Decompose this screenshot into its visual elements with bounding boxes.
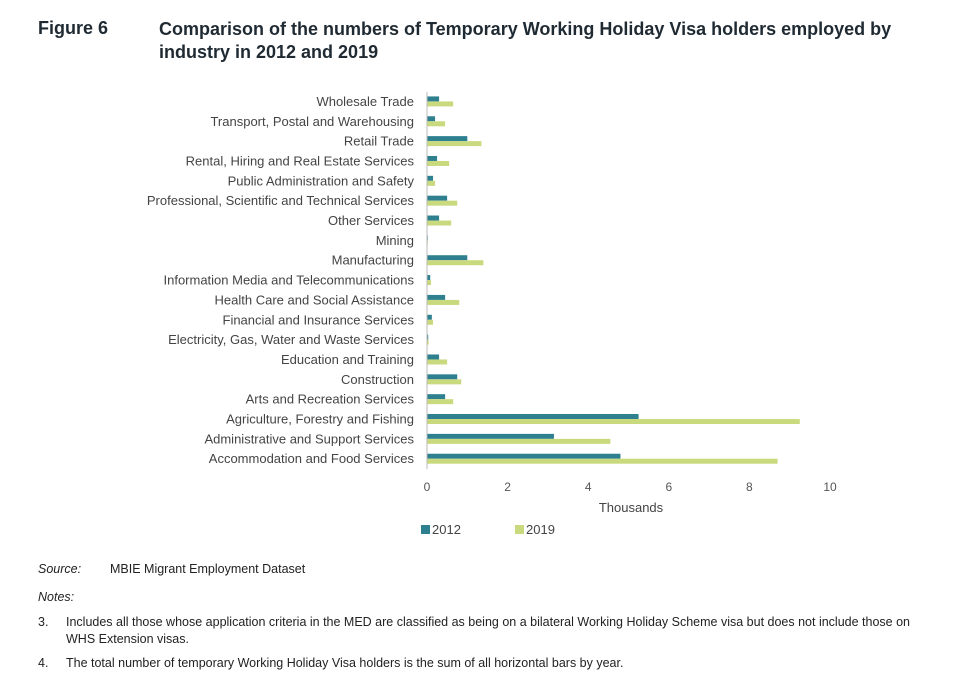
bar-2012 — [427, 374, 458, 380]
bar-2019 — [427, 399, 454, 405]
note-number: 4. — [38, 656, 49, 670]
bar-2019 — [427, 280, 432, 286]
category-label: Transport, Postal and Warehousing — [210, 114, 414, 129]
bar-2012 — [427, 215, 440, 221]
bar-2019 — [427, 180, 436, 186]
bar-2012 — [427, 394, 446, 400]
figure-label: Figure 6 — [38, 18, 109, 38]
x-tick-label: 6 — [665, 480, 672, 494]
bar-2019 — [427, 200, 458, 206]
legend-swatch-2019 — [515, 525, 524, 534]
category-label: Education and Training — [281, 352, 414, 367]
x-tick-label: 10 — [823, 480, 837, 494]
note-text: The total number of temporary Working Ho… — [66, 656, 624, 670]
category-label: Arts and Recreation Services — [246, 392, 415, 407]
bar-2019 — [427, 438, 611, 444]
bar-2012 — [427, 255, 468, 261]
source-label: Source: — [38, 562, 82, 576]
figure-title: Comparison of the numbers of Temporary W… — [159, 19, 892, 62]
category-label: Accommodation and Food Services — [209, 451, 415, 466]
category-label: Other Services — [328, 213, 414, 228]
source-text: MBIE Migrant Employment Dataset — [110, 562, 306, 576]
bar-2019 — [427, 160, 450, 166]
category-label: Financial and Insurance Services — [223, 312, 415, 327]
bar-2012 — [427, 294, 446, 300]
legend-label: 2012 — [432, 522, 461, 537]
bar-2012 — [427, 155, 438, 161]
bar-2012 — [427, 136, 468, 142]
bar-2019 — [427, 379, 462, 385]
category-label: Mining — [376, 233, 414, 248]
bar-2019 — [427, 141, 482, 147]
bar-2012 — [427, 354, 440, 360]
category-label: Retail Trade — [344, 134, 414, 149]
bar-2019 — [427, 339, 429, 345]
category-label: Wholesale Trade — [316, 94, 414, 109]
bar-2019 — [427, 101, 454, 107]
bar-2012 — [427, 116, 436, 122]
category-label: Information Media and Telecommunications — [163, 273, 414, 288]
bar-2012 — [427, 195, 448, 201]
bar-2012 — [427, 314, 432, 320]
x-tick-label: 0 — [424, 480, 431, 494]
bar-2019 — [427, 220, 452, 226]
note-text: Includes all those whose application cri… — [66, 615, 910, 646]
category-label: Rental, Hiring and Real Estate Services — [186, 153, 415, 168]
bar-2019 — [427, 121, 446, 127]
note-number: 3. — [38, 615, 49, 629]
bar-2019 — [427, 299, 460, 305]
bar-2012 — [427, 96, 440, 102]
bar-chart: Wholesale Trade Transport, Postal and War… — [147, 92, 837, 537]
bar-2019 — [427, 260, 484, 266]
bar-2012 — [427, 414, 639, 420]
category-label: Administrative and Support Services — [204, 431, 414, 446]
bar-2012 — [427, 334, 429, 340]
legend-label: 2019 — [526, 522, 555, 537]
source-line: Source: MBIE Migrant Employment Dataset — [38, 562, 305, 576]
category-label: Health Care and Social Assistance — [215, 292, 414, 307]
bar-2019 — [427, 359, 448, 365]
x-tick-label: 2 — [504, 480, 511, 494]
x-tick-label: 8 — [746, 480, 753, 494]
bar-2019 — [427, 419, 800, 425]
bar-2012 — [427, 275, 431, 281]
category-label: Electricity, Gas, Water and Waste Servic… — [168, 332, 414, 347]
category-label: Professional, Scientific and Technical S… — [147, 193, 415, 208]
bar-2019 — [427, 458, 778, 464]
category-label: Public Administration and Safety — [228, 173, 415, 188]
bar-2019 — [427, 319, 434, 325]
bar-2012 — [427, 433, 554, 439]
notes-heading: Notes: — [38, 590, 75, 604]
bar-2012 — [427, 175, 434, 181]
x-axis-title: Thousands — [599, 500, 664, 515]
bar-2012 — [427, 453, 621, 459]
x-tick-label: 4 — [585, 480, 592, 494]
legend-swatch-2012 — [421, 525, 430, 534]
category-label: Manufacturing — [332, 253, 414, 268]
category-label: Construction — [341, 372, 414, 387]
category-label: Agriculture, Forestry and Fishing — [226, 412, 414, 427]
